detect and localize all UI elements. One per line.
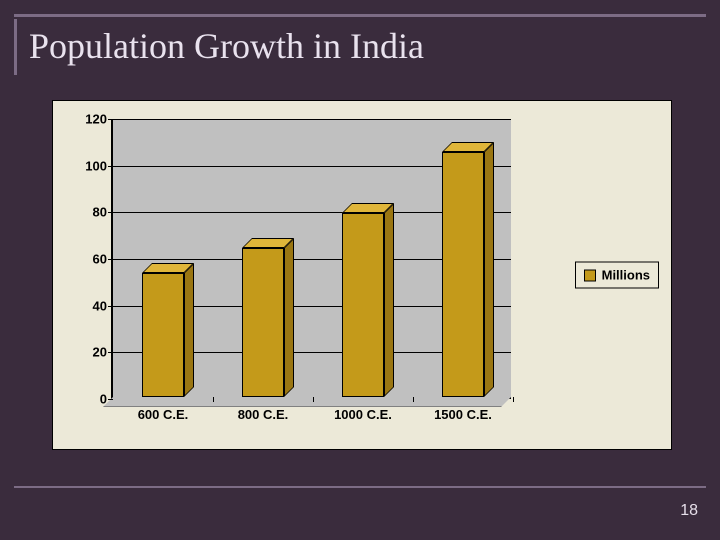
x-tick-mark <box>213 397 214 402</box>
x-tick-label: 800 C.E. <box>218 397 308 422</box>
bar <box>418 152 508 397</box>
header-rule-top <box>14 14 706 17</box>
legend-label: Millions <box>602 268 650 283</box>
legend-swatch <box>584 269 596 281</box>
chart-legend: Millions <box>575 262 659 289</box>
bar-side <box>484 142 494 397</box>
y-tick-label: 0 <box>73 392 113 407</box>
bar-side <box>184 263 194 397</box>
x-tick-mark <box>413 397 414 402</box>
x-tick-label: 1500 C.E. <box>418 397 508 422</box>
footer-rule <box>14 486 706 488</box>
bar-front <box>142 273 184 397</box>
slide-title: Population Growth in India <box>17 19 706 67</box>
slide-header: Population Growth in India <box>14 14 706 75</box>
grid-line <box>113 119 511 120</box>
x-tick-label: 1000 C.E. <box>318 397 408 422</box>
bar <box>118 273 208 397</box>
bar <box>218 248 308 397</box>
y-tick-label: 60 <box>73 252 113 267</box>
bar-side <box>284 238 294 397</box>
y-tick-label: 20 <box>73 345 113 360</box>
bar-front <box>242 248 284 397</box>
y-tick-label: 120 <box>73 112 113 127</box>
bar-front <box>442 152 484 397</box>
bar <box>318 213 408 397</box>
x-tick-mark <box>313 397 314 402</box>
bar-side <box>384 203 394 397</box>
y-tick-label: 40 <box>73 298 113 313</box>
y-tick-label: 80 <box>73 205 113 220</box>
chart-plot-area: 020406080100120600 C.E.800 C.E.1000 C.E.… <box>111 119 511 399</box>
page-number: 18 <box>680 502 698 520</box>
y-tick-label: 100 <box>73 158 113 173</box>
x-tick-label: 600 C.E. <box>118 397 208 422</box>
bar-front <box>342 213 384 397</box>
chart-panel: 0 20 40 60 80 100 120 600 C.E. 800 C.E. 1000 C.E.… <box>52 100 672 450</box>
x-tick-mark <box>513 397 514 402</box>
